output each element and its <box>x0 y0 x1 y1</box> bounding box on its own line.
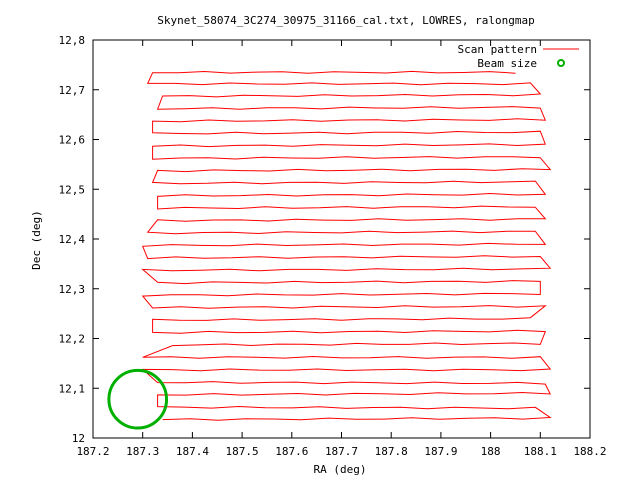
x-tick-label: 187.5 <box>226 445 259 458</box>
beam-size-circle <box>107 368 169 430</box>
chart-title: Skynet_58074_3C274_30975_31166_cal.txt, … <box>157 14 535 27</box>
x-tick-label: 187.9 <box>424 445 457 458</box>
x-tick-label: 188.2 <box>573 445 606 458</box>
plot-area <box>107 70 552 430</box>
legend-scan-label: Scan pattern <box>458 43 537 56</box>
x-axis: 187.2 187.3 187.4 187.5 187.6 187.7 187.8 187.9… <box>76 40 607 458</box>
y-tick-label: 12,7 <box>59 84 86 97</box>
scan-pattern-line <box>141 70 552 421</box>
y-tick-label: 12,5 <box>59 183 86 196</box>
legend-beam-label: Beam size <box>477 57 537 70</box>
y-tick-label: 12,2 <box>59 333 86 346</box>
x-tick-label: 187.8 <box>375 445 408 458</box>
y-axis: 12 12,1 12,2 12,3 12,4 12,5 12,6 12,7 12,8 <box>59 34 590 445</box>
x-tick-label: 187.7 <box>325 445 358 458</box>
legend-beam-swatch <box>557 59 565 67</box>
y-tick-label: 12,4 <box>59 233 86 246</box>
x-tick-label: 187.2 <box>76 445 109 458</box>
x-tick-label: 188.1 <box>524 445 557 458</box>
x-axis-label: RA (deg) <box>314 463 367 476</box>
legend: Scan pattern Beam size <box>458 43 579 70</box>
y-tick-label: 12,6 <box>59 134 86 147</box>
y-tick-label: 12,1 <box>59 382 86 395</box>
y-tick-label: 12,3 <box>59 283 86 296</box>
x-tick-label: 187.6 <box>275 445 308 458</box>
y-axis-label: Dec (deg) <box>30 210 43 270</box>
x-tick-label: 188 <box>481 445 501 458</box>
x-tick-label: 187.4 <box>176 445 209 458</box>
x-tick-label: 187.3 <box>126 445 159 458</box>
y-tick-label: 12,8 <box>59 34 86 47</box>
plot-frame <box>92 39 591 439</box>
y-tick-label: 12 <box>72 432 85 445</box>
